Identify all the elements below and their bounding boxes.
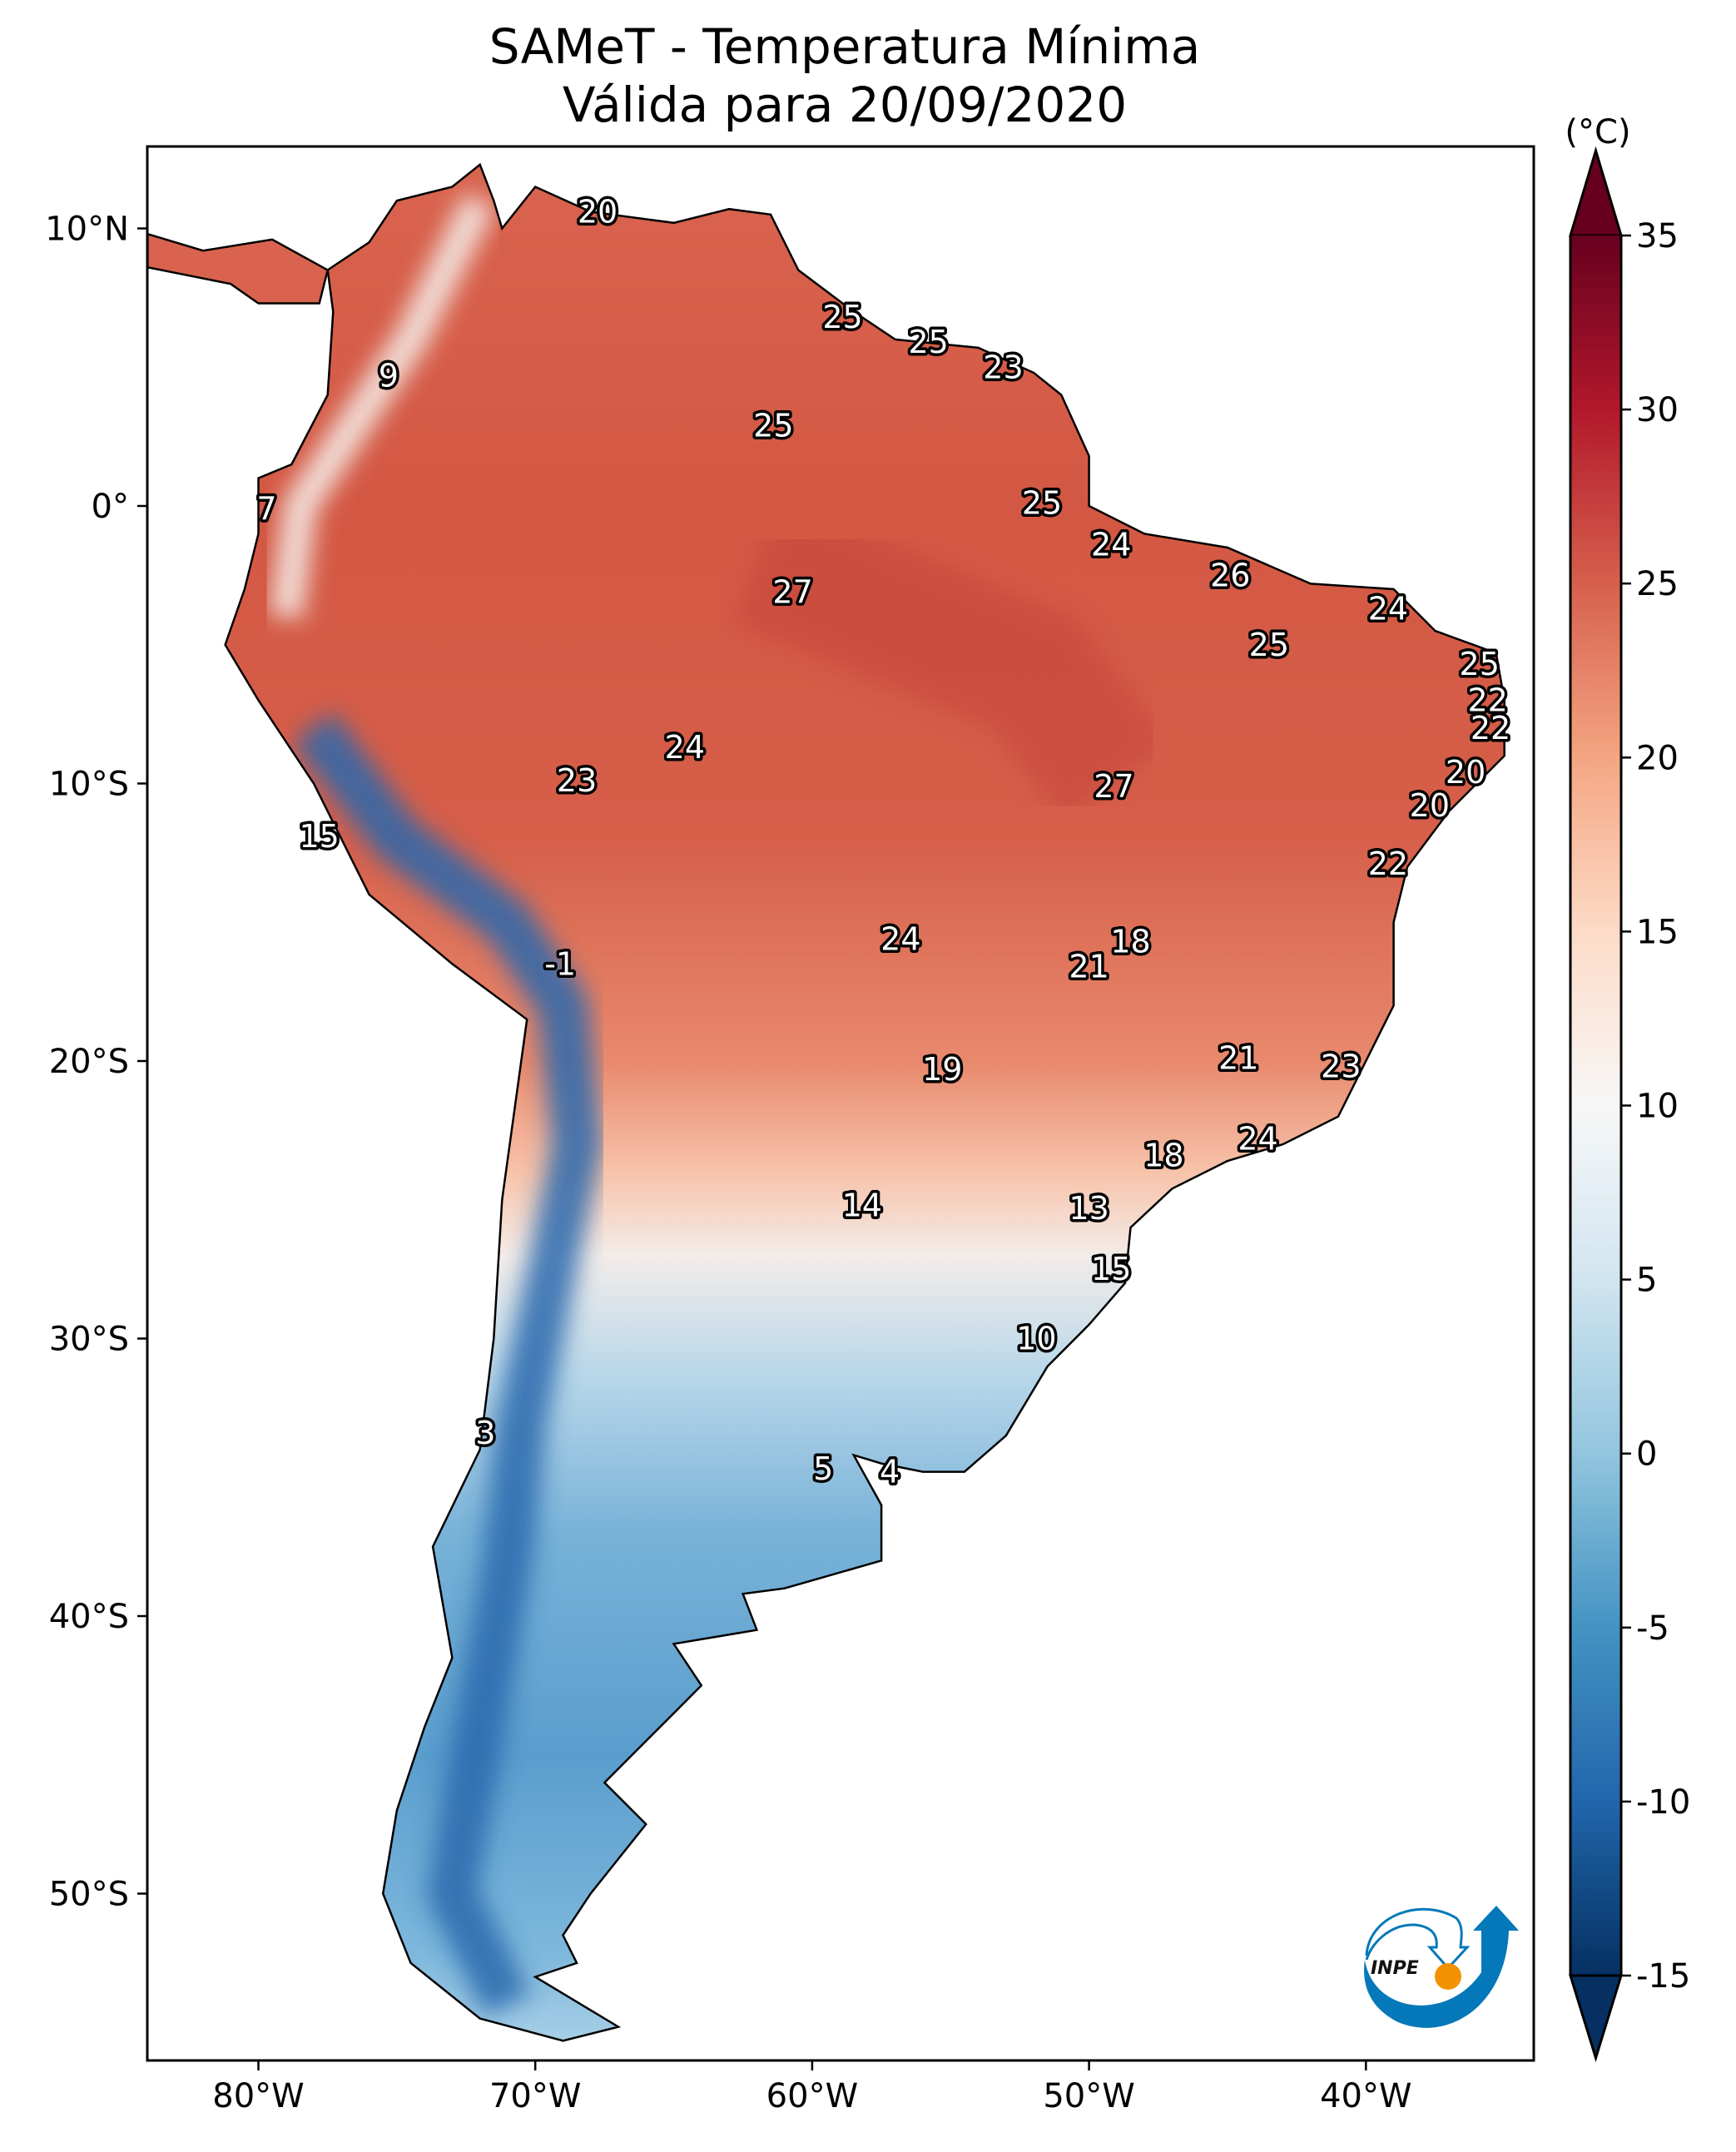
temperature-label: 3 xyxy=(475,1415,495,1451)
temperature-label: 14 xyxy=(842,1187,882,1223)
lat-tick-label: 10°N xyxy=(45,211,129,249)
lat-tick-label: 20°S xyxy=(49,1043,129,1081)
temperature-label: 23 xyxy=(983,349,1023,385)
logo-orange-dot-icon xyxy=(1435,1963,1461,1990)
axis-ticks: 80°W 70°W 60°W 50°W 40°W 10°N 0° 10°S 20°S 30°S 40… xyxy=(45,211,1411,2116)
lat-tick-label: 30°S xyxy=(49,1321,129,1359)
colorbar-tick-label: 0 xyxy=(1636,1435,1657,1474)
land xyxy=(146,162,1505,2042)
temperature-label: 22 xyxy=(1468,682,1508,718)
temperature-label: 24 xyxy=(1091,527,1131,563)
lat-tick-label: 10°S xyxy=(49,766,129,804)
temperature-label: 26 xyxy=(1210,557,1250,593)
coastline xyxy=(224,162,1505,2042)
colorbar-min-extension xyxy=(1568,1974,1624,2063)
lon-tick-label: 60°W xyxy=(766,2077,858,2115)
temperature-label: 20 xyxy=(578,193,618,230)
temperature-label: 24 xyxy=(880,920,920,957)
colorbar-tick-label: -10 xyxy=(1636,1783,1690,1822)
andes-cold-band xyxy=(293,712,603,2016)
amazon-warm-core xyxy=(732,499,1170,824)
logo-text: INPE xyxy=(1371,1958,1419,1979)
colorbar-tick-label: 35 xyxy=(1636,217,1679,255)
colorbar-tick-label: 15 xyxy=(1636,913,1679,951)
colorbar-tick-label: 30 xyxy=(1636,391,1679,429)
central-america xyxy=(146,232,330,305)
northern-andes-cool-band xyxy=(269,193,495,619)
temperature-label: 5 xyxy=(813,1450,833,1487)
temperature-label: -1 xyxy=(544,945,576,982)
temperature-label: 25 xyxy=(1249,627,1289,663)
temperature-label: 25 xyxy=(1022,485,1062,522)
temperature-label: 18 xyxy=(1143,1137,1183,1173)
map-frame xyxy=(146,145,1535,2062)
temperature-label: 21 xyxy=(1069,949,1109,985)
temperature-label: 18 xyxy=(1110,924,1150,960)
temperature-label: 25 xyxy=(1460,646,1500,682)
map-subtitle: Válida para 20/09/2020 xyxy=(562,77,1128,133)
lon-tick-label: 40°W xyxy=(1320,2077,1411,2115)
temperature-label: 22 xyxy=(1471,710,1510,746)
temperature-label: 20 xyxy=(1446,754,1486,791)
colorbar: (°C) 35 30 25 20 15 10 5 0 -5 -10 -15 xyxy=(1565,113,1690,2063)
colorbar-ticks: 35 30 25 20 15 10 5 0 -5 -10 -15 xyxy=(1621,217,1690,1996)
lon-tick-label: 80°W xyxy=(212,2077,304,2115)
south-america-temperature-field xyxy=(225,164,1505,2041)
temperature-label: 4 xyxy=(880,1454,900,1490)
colorbar-tick-label: 10 xyxy=(1636,1088,1679,1126)
lon-tick-label: 50°W xyxy=(1043,2077,1134,2115)
temperature-label: 24 xyxy=(1368,590,1408,627)
temperature-label: 22 xyxy=(1368,845,1408,882)
colorbar-tick-label: 20 xyxy=(1636,739,1679,777)
temperature-label: 15 xyxy=(1091,1251,1131,1287)
lat-tick-label: 40°S xyxy=(49,1598,129,1636)
colorbar-tick-label: 5 xyxy=(1636,1262,1657,1300)
temperature-label: 10 xyxy=(1016,1321,1056,1357)
temperature-label: 25 xyxy=(753,407,793,444)
lat-tick-label: 50°S xyxy=(49,1876,129,1914)
colorbar-unit-label: (°C) xyxy=(1565,113,1630,151)
temperature-label: 20 xyxy=(1410,787,1450,824)
lon-tick-label: 70°W xyxy=(489,2077,581,2115)
logo-arrow-icon xyxy=(1365,1907,1471,1971)
inpe-logo: INPE xyxy=(1364,1906,1519,2028)
temperature-label: 7 xyxy=(256,490,276,527)
temperature-label: 25 xyxy=(822,299,862,335)
colorbar-tick-label: -15 xyxy=(1636,1957,1690,1996)
temperature-label: 9 xyxy=(379,357,399,394)
temperature-label: 19 xyxy=(922,1051,962,1088)
temperature-label: 27 xyxy=(1094,768,1133,805)
temperature-label: 25 xyxy=(908,324,948,360)
colorbar-tick-label: -5 xyxy=(1636,1609,1669,1648)
temperature-label: 27 xyxy=(772,573,812,610)
temperature-label: 15 xyxy=(300,818,340,855)
temperature-label: 24 xyxy=(1238,1120,1277,1157)
map-title: SAMeT - Temperatura Mínima xyxy=(489,18,1201,75)
logo-swoosh-icon xyxy=(1364,1906,1519,2028)
lat-tick-label: 0° xyxy=(92,488,129,526)
temperature-label: 23 xyxy=(1321,1049,1361,1085)
colorbar-gradient xyxy=(1570,236,1621,1976)
temperature-label: 23 xyxy=(557,762,597,799)
temperature-label: 24 xyxy=(665,729,705,766)
colorbar-tick-label: 25 xyxy=(1636,565,1679,603)
colorbar-max-extension xyxy=(1568,146,1624,237)
temperature-label: 13 xyxy=(1069,1190,1109,1227)
temperature-label: 21 xyxy=(1218,1040,1258,1077)
